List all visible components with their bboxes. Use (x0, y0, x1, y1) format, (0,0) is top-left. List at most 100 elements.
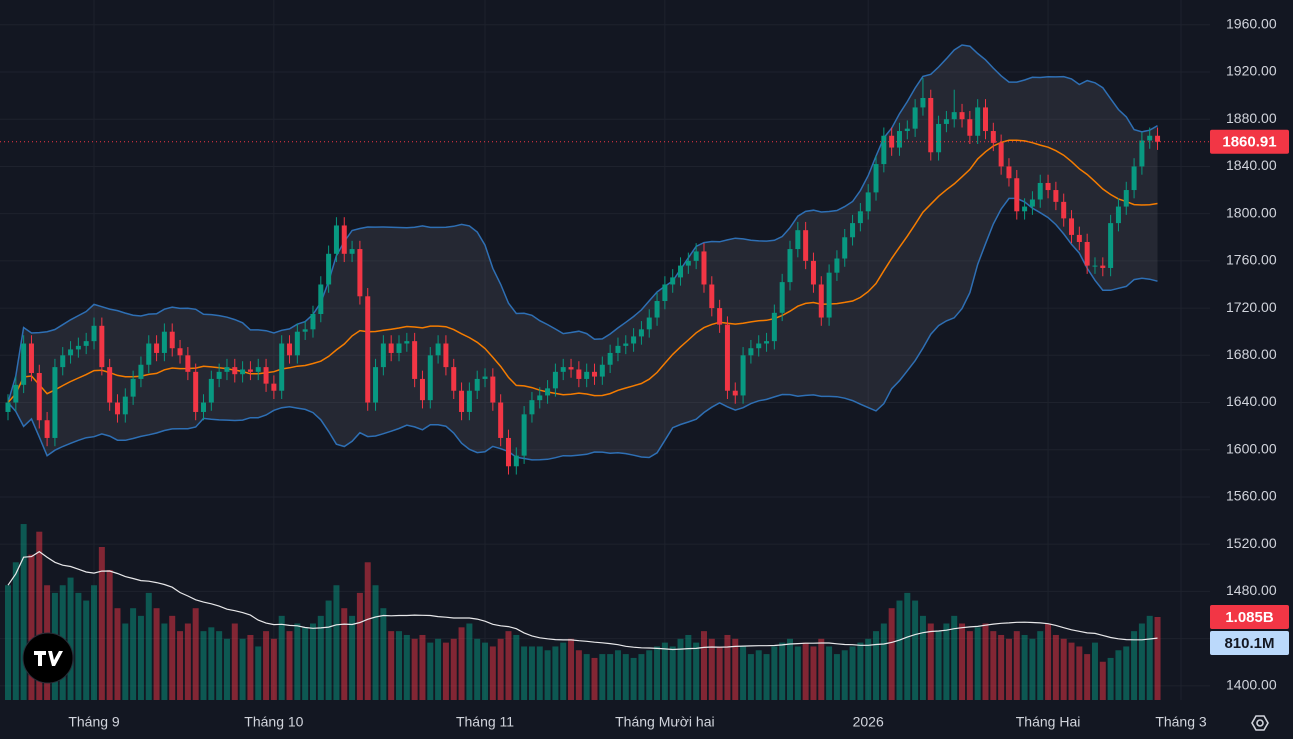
candle-body (60, 355, 66, 368)
volume-bar (341, 608, 348, 700)
volume-bar (216, 631, 223, 700)
y-tick-label: 1560.00 (1226, 488, 1277, 504)
volume-bar (935, 631, 942, 700)
volume-bar (841, 650, 848, 700)
logo-circle (22, 632, 74, 684)
volume-bar (184, 623, 191, 700)
candle-body (990, 131, 996, 143)
volume-bar (1091, 642, 1098, 700)
candle-body (443, 343, 449, 368)
candle-body (560, 367, 566, 372)
volume-bar (388, 631, 395, 700)
volume-bar (223, 638, 230, 700)
candle-body (505, 437, 511, 467)
volume-bar (309, 623, 316, 700)
volume-bar (372, 585, 379, 700)
volume-bar (1099, 661, 1106, 700)
candle-body (959, 112, 965, 120)
volume-bar (286, 631, 293, 700)
volume-bar (1115, 650, 1122, 700)
candle-body (357, 249, 363, 297)
candle-body (333, 225, 339, 254)
candle-body (1139, 140, 1145, 167)
logo-mark (34, 651, 63, 666)
candle-body (513, 455, 519, 467)
volume-bar (98, 546, 105, 700)
candle-body (842, 237, 848, 259)
volume-bar (943, 623, 950, 700)
volume-bar (458, 627, 465, 700)
volume-bar (693, 642, 700, 700)
candle-body (748, 348, 754, 356)
candle-body (631, 336, 637, 344)
candle-body (552, 371, 558, 389)
volume-ma-label: 810.1M (1224, 635, 1274, 652)
volume-bar (560, 642, 567, 700)
candle-body (13, 384, 19, 403)
candle-body (498, 402, 504, 438)
volume-bar (442, 642, 449, 700)
candle-body (662, 284, 668, 302)
volume-bar (919, 615, 926, 700)
candle-body (967, 119, 973, 136)
candle-body (271, 383, 277, 391)
settings-hex (1251, 715, 1269, 731)
volume-bar (497, 638, 504, 700)
volume-bar (435, 638, 442, 700)
candle-body (52, 367, 58, 438)
candle-body (154, 343, 160, 353)
volume-bar (568, 638, 575, 700)
candle-body (114, 402, 120, 415)
candle-body (130, 378, 136, 397)
volume-bar (1005, 638, 1012, 700)
candle-body (279, 343, 285, 391)
candle-body (599, 364, 605, 377)
volume-bar (802, 642, 809, 700)
volume-bar (888, 608, 895, 700)
candle-body (920, 97, 926, 108)
volume-bar (489, 646, 496, 700)
volume-bar (325, 600, 332, 700)
candle-body (1045, 182, 1051, 191)
candle-body (185, 355, 191, 372)
candle-body (318, 284, 324, 314)
volume-bar (700, 631, 707, 700)
candle-body (99, 325, 105, 368)
volume-bar (771, 646, 778, 700)
volume-bar (599, 654, 606, 700)
volume-bar (646, 650, 653, 700)
candle-body (646, 317, 652, 330)
candle-body (607, 352, 613, 365)
candle-body (161, 331, 167, 353)
candle-body (818, 284, 824, 318)
y-tick-label: 1960.00 (1226, 15, 1277, 31)
volume-bar (1021, 634, 1028, 700)
logo[interactable] (22, 632, 74, 684)
candle-body (873, 164, 879, 193)
volume-bar (1138, 623, 1145, 700)
candle-body (404, 341, 410, 344)
volume-bar (263, 631, 270, 700)
volume-bar (873, 631, 880, 700)
settings-icon[interactable] (1251, 715, 1269, 731)
candle-body (287, 343, 293, 356)
candle-body (701, 251, 707, 285)
volume-bar (349, 615, 356, 700)
last-volume-box (1210, 604, 1289, 629)
candle-body (263, 367, 269, 384)
volume-bar (153, 608, 160, 700)
x-tick-label: 2026 (853, 714, 884, 730)
volume-ma-box (1210, 630, 1289, 655)
y-tick-label: 1600.00 (1226, 440, 1277, 456)
volume-bar (5, 585, 11, 700)
candle-body (928, 97, 934, 153)
volume-bar (1013, 631, 1020, 700)
volume-bar (927, 623, 934, 700)
volume-bar (755, 650, 762, 700)
candle-body (1076, 234, 1082, 242)
volume-bar (998, 634, 1005, 700)
volume-bar (208, 627, 215, 700)
candle-body (623, 343, 629, 346)
volume-bar (239, 638, 246, 700)
candle-body (1123, 190, 1129, 207)
